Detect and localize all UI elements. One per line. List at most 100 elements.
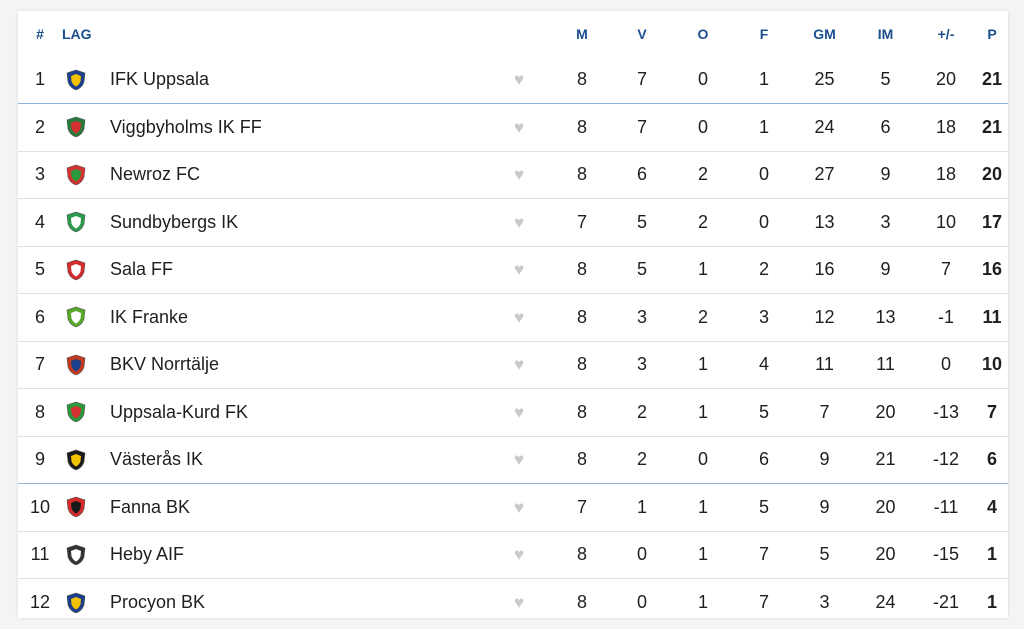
heart-icon[interactable]: ♥ [513, 450, 525, 470]
diff-cell: -13 [916, 388, 976, 436]
goals-against-cell: 21 [855, 435, 916, 484]
played-cell: 7 [552, 198, 612, 246]
team-link[interactable]: Fanna BK [62, 493, 486, 521]
table-row[interactable]: 10 Fanna BK ♥ 7 1 1 5 9 20 -11 4 [18, 483, 1008, 531]
team-link[interactable]: Viggbyholms IK FF [62, 113, 486, 141]
heart-icon[interactable]: ♥ [513, 545, 525, 565]
table-row[interactable]: 6 IK Franke ♥ 8 3 2 3 12 13 -1 11 [18, 293, 1008, 341]
drawn-cell: 1 [672, 483, 734, 531]
team-cell[interactable]: IFK Uppsala [62, 56, 486, 104]
played-cell: 8 [552, 293, 612, 341]
favorite-cell[interactable]: ♥ [486, 340, 552, 389]
table-row[interactable]: 5 Sala FF ♥ 8 5 1 2 16 9 7 16 [18, 245, 1008, 294]
favorite-cell[interactable]: ♥ [486, 103, 552, 151]
table-row[interactable]: 8 Uppsala-Kurd FK ♥ 8 2 1 5 7 20 -13 7 [18, 388, 1008, 436]
team-name[interactable]: Newroz FC [110, 164, 201, 185]
team-cell[interactable]: BKV Norrtälje [62, 340, 486, 389]
team-link[interactable]: Sundbybergs IK [62, 208, 486, 236]
drawn-cell: 0 [697, 69, 708, 89]
table-row[interactable]: 1 IFK Uppsala ♥ 8 7 0 1 25 5 20 21 [18, 56, 1008, 104]
favorite-cell[interactable]: ♥ [486, 56, 552, 104]
team-name[interactable]: Sundbybergs IK [110, 211, 239, 232]
favorite-cell[interactable]: ♥ [486, 388, 552, 436]
team-cell[interactable]: Sala FF [62, 245, 486, 294]
team-cell[interactable]: Västerås IK [62, 435, 486, 484]
rank-cell: 9 [18, 435, 62, 484]
heart-icon[interactable]: ♥ [513, 212, 525, 232]
team-link[interactable]: BKV Norrtälje [62, 351, 486, 379]
favorite-cell[interactable]: ♥ [486, 483, 552, 531]
table-row[interactable]: 4 Sundbybergs IK ♥ 7 5 2 0 13 3 10 17 [18, 198, 1008, 246]
team-link[interactable]: Heby AIF [62, 541, 486, 569]
team-name[interactable]: IFK Uppsala [110, 69, 210, 89]
team-name[interactable]: Procyon BK [110, 592, 206, 612]
team-link[interactable]: IK Franke [62, 303, 486, 331]
team-name[interactable]: Sala FF [110, 259, 174, 280]
fanna-bk-crest-icon [62, 493, 90, 521]
header-drawn: O [697, 25, 709, 42]
team-name[interactable]: IK Franke [110, 306, 189, 327]
heart-icon[interactable]: ♥ [513, 497, 525, 517]
table-row[interactable]: 9 Västerås IK ♥ 8 2 0 6 9 21 -12 6 [18, 435, 1008, 484]
table-row[interactable]: 7 BKV Norrtälje ♥ 8 3 1 4 11 11 0 10 [18, 340, 1008, 389]
favorite-cell[interactable]: ♥ [486, 578, 552, 626]
goals-for-cell: 11 [794, 340, 855, 389]
played-cell: 8 [552, 150, 612, 199]
lost-cell: 0 [734, 198, 794, 246]
table-row[interactable]: 12 Procyon BK ♥ 8 0 1 7 3 24 -21 1 [18, 578, 1008, 626]
team-name[interactable]: Uppsala-Kurd FK [110, 401, 249, 422]
heart-icon[interactable]: ♥ [513, 117, 525, 137]
goals-for-cell: 13 [794, 198, 855, 246]
team-name[interactable]: BKV Norrtälje [110, 354, 220, 375]
team-name[interactable]: Heby AIF [110, 544, 185, 565]
played-cell: 8 [552, 103, 612, 151]
team-link[interactable]: Procyon BK [62, 589, 486, 617]
table-row[interactable]: 2 Viggbyholms IK FF ♥ 8 7 0 1 24 6 18 21 [18, 103, 1008, 151]
team-name[interactable]: Fanna BK [110, 496, 191, 517]
won-cell: 5 [612, 198, 672, 246]
heart-icon[interactable]: ♥ [513, 593, 525, 612]
team-link[interactable]: Uppsala-Kurd FK [62, 398, 486, 426]
standings-table: # LAG M V O F GM IM +/- P 1 IFK Uppsala ♥ 8… [18, 11, 1008, 626]
team-name[interactable]: Viggbyholms IK FF [110, 116, 262, 137]
team-link[interactable]: Sala FF [62, 256, 486, 284]
team-cell[interactable]: Viggbyholms IK FF [62, 103, 486, 151]
team-link[interactable]: Västerås IK [62, 446, 486, 474]
team-link[interactable]: IFK Uppsala [62, 66, 486, 94]
favorite-cell[interactable]: ♥ [486, 150, 552, 199]
favorite-cell[interactable]: ♥ [486, 530, 552, 579]
team-name[interactable]: Västerås IK [110, 449, 204, 470]
lost-cell: 2 [734, 245, 794, 294]
rank-cell: 2 [18, 103, 62, 151]
won-cell: 1 [612, 483, 672, 531]
won-cell: 0 [612, 578, 672, 626]
team-cell[interactable]: Newroz FC [62, 150, 486, 199]
team-link[interactable]: Newroz FC [62, 161, 486, 189]
favorite-cell[interactable]: ♥ [486, 293, 552, 341]
favorite-cell[interactable]: ♥ [486, 198, 552, 246]
team-cell[interactable]: Fanna BK [62, 483, 486, 531]
goals-for-cell: 9 [794, 483, 855, 531]
heart-icon[interactable]: ♥ [513, 402, 525, 422]
heart-icon[interactable]: ♥ [513, 70, 525, 89]
ik-franke-crest-icon [62, 303, 90, 331]
team-cell[interactable]: Uppsala-Kurd FK [62, 388, 486, 436]
table-row[interactable]: 3 Newroz FC ♥ 8 6 2 0 27 9 18 20 [18, 150, 1008, 199]
favorite-cell[interactable]: ♥ [486, 245, 552, 294]
points-cell: 6 [976, 435, 1008, 484]
favorite-cell[interactable]: ♥ [486, 435, 552, 484]
drawn-cell: 1 [672, 388, 734, 436]
team-cell[interactable]: Procyon BK [62, 578, 486, 626]
heart-icon[interactable]: ♥ [513, 260, 525, 280]
played-cell: 8 [552, 578, 612, 626]
heart-icon[interactable]: ♥ [513, 355, 525, 375]
team-cell[interactable]: IK Franke [62, 293, 486, 341]
diff-cell: 18 [916, 150, 976, 199]
table-row[interactable]: 11 Heby AIF ♥ 8 0 1 7 5 20 -15 1 [18, 530, 1008, 579]
team-cell[interactable]: Heby AIF [62, 530, 486, 579]
played-cell: 8 [552, 245, 612, 294]
goals-against-cell: 20 [855, 388, 916, 436]
heart-icon[interactable]: ♥ [513, 165, 525, 185]
team-cell[interactable]: Sundbybergs IK [62, 198, 486, 246]
heart-icon[interactable]: ♥ [513, 307, 525, 327]
